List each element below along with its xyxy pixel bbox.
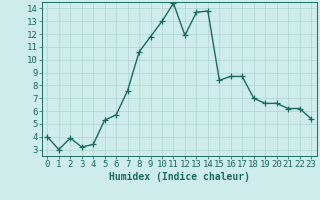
X-axis label: Humidex (Indice chaleur): Humidex (Indice chaleur) [109, 172, 250, 182]
